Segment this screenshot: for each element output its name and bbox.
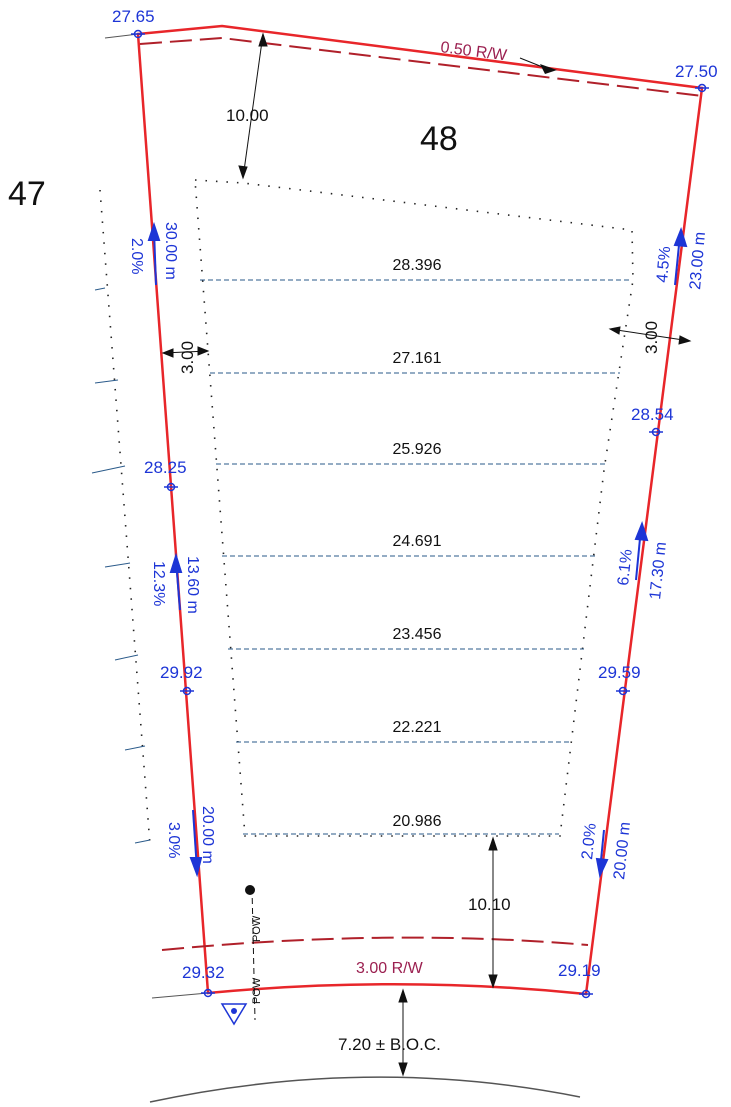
contour-label: 28.396 bbox=[393, 257, 442, 274]
setback-front: 10.10 bbox=[468, 895, 511, 914]
contour-labels: 28.396 27.161 25.926 24.691 23.456 22.221 20.9… bbox=[393, 257, 442, 830]
row-leader bbox=[519, 57, 546, 69]
power-label-a: POW bbox=[251, 915, 263, 942]
slope-right-middle-grade: 6.1% bbox=[615, 548, 636, 586]
slope-left-lower-length: 20.00 m bbox=[199, 806, 216, 864]
setback-boc: 7.20 ± B.O.C. bbox=[338, 1035, 441, 1054]
slope-right-middle-length: 17.30 m bbox=[647, 541, 670, 600]
lot-number-adjacent: 47 bbox=[8, 175, 46, 213]
setback-arrows bbox=[161, 32, 692, 1077]
contour-label: 24.691 bbox=[393, 533, 442, 550]
elevation-right-mid-upper: 28.54 bbox=[631, 405, 674, 424]
slope-right-lower-grade: 2.0% bbox=[579, 822, 600, 860]
setback-side-left: 3.00 bbox=[178, 341, 197, 374]
slope-left-upper-grade: 2.0% bbox=[128, 238, 145, 274]
front-row-dashed-line bbox=[161, 936, 589, 951]
power-label-b: POW bbox=[251, 977, 263, 1004]
contour-label: 20.986 bbox=[393, 813, 442, 830]
slope-right-upper-length: 23.00 m bbox=[687, 231, 709, 290]
corner-markers bbox=[131, 29, 709, 999]
row-arrow-marker bbox=[540, 64, 557, 74]
row-label-rear: 0.50 R/W bbox=[439, 39, 508, 64]
slope-left-middle-length: 13.60 m bbox=[184, 556, 201, 614]
row-label-front: 3.00 R/W bbox=[356, 960, 424, 977]
elevation-top-left: 27.65 bbox=[112, 7, 155, 26]
setback-rear: 10.00 bbox=[226, 106, 269, 125]
lot-number-current: 48 bbox=[420, 120, 458, 158]
lot-boundary bbox=[136, 24, 704, 996]
contour-lines bbox=[200, 279, 632, 835]
catch-basin-icon bbox=[220, 1003, 248, 1026]
elevation-right-mid-lower: 29.59 bbox=[598, 663, 641, 682]
power-pole-icon bbox=[245, 885, 255, 895]
back-of-curb-line bbox=[149, 1076, 581, 1103]
adjacent-lot-envelope bbox=[99, 189, 151, 846]
slope-right-upper-grade: 4.5% bbox=[654, 246, 674, 284]
elevation-bottom-right: 29.19 bbox=[558, 961, 601, 980]
elevation-left-mid-upper: 28.25 bbox=[144, 458, 187, 477]
adjacent-contour-ticks bbox=[91, 287, 151, 844]
elevation-left-mid-lower: 29.92 bbox=[160, 663, 203, 682]
slope-left-lower-grade: 3.0% bbox=[165, 822, 182, 858]
slope-arrows bbox=[147, 221, 688, 879]
contour-label: 27.161 bbox=[393, 350, 442, 367]
setback-side-right: 3.00 bbox=[642, 321, 661, 354]
contour-label: 23.456 bbox=[393, 626, 442, 643]
elevation-top-right: 27.50 bbox=[675, 62, 718, 81]
elevation-bottom-left: 29.32 bbox=[182, 963, 225, 982]
contour-label: 22.221 bbox=[393, 719, 442, 736]
lot-line-extension-front bbox=[151, 992, 209, 999]
contour-label: 25.926 bbox=[393, 441, 442, 458]
building-envelope bbox=[194, 179, 634, 837]
power-line bbox=[251, 887, 256, 1021]
rear-row-dashed-line bbox=[139, 36, 703, 97]
slope-right-lower-length: 20.00 m bbox=[611, 821, 634, 880]
slope-left-middle-grade: 12.3% bbox=[150, 561, 167, 606]
slope-left-upper-length: 30.00 m bbox=[162, 222, 179, 280]
